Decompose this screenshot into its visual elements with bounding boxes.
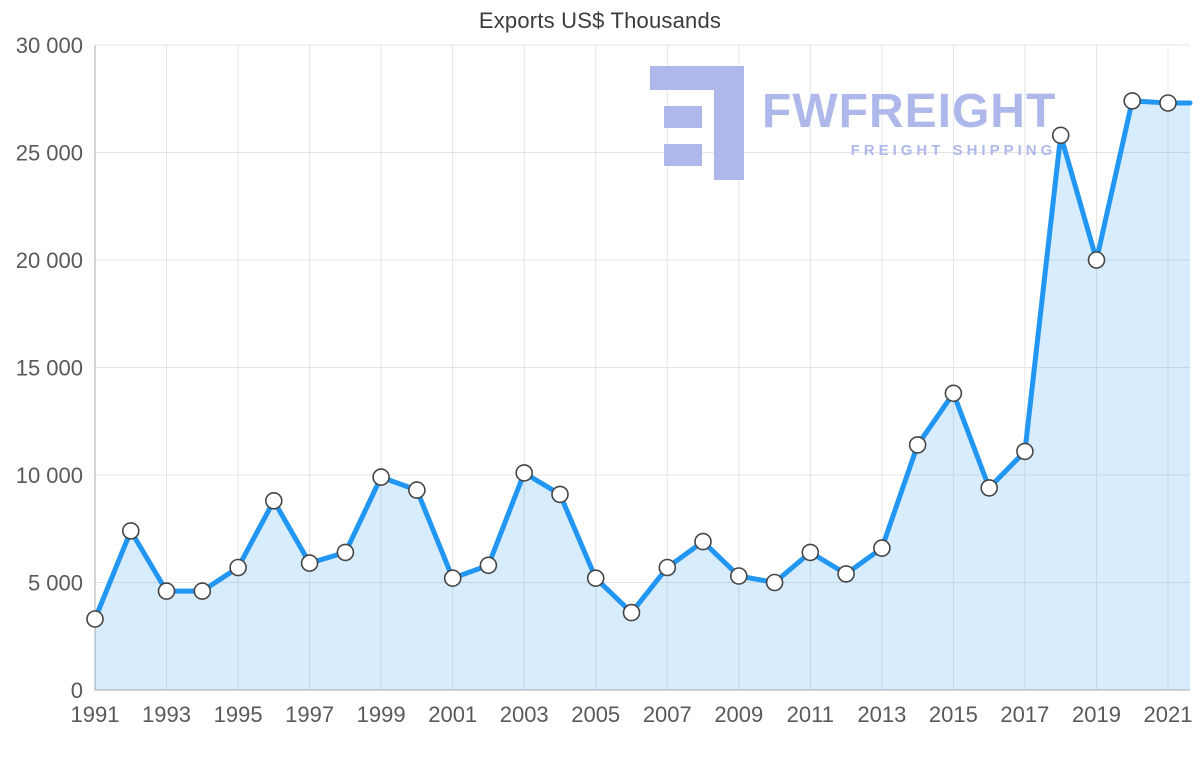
- data-point-marker: [658, 558, 677, 577]
- x-tick-label: 2015: [929, 702, 978, 727]
- x-tick-label: 1991: [71, 702, 120, 727]
- x-tick-label: 1997: [285, 702, 334, 727]
- y-tick-label: 10 000: [16, 463, 83, 488]
- data-point-marker: [1051, 126, 1070, 145]
- chart-title: Exports US$ Thousands: [478, 8, 722, 33]
- data-point-marker: [86, 610, 104, 628]
- x-tick-label: 2009: [714, 702, 763, 727]
- x-tick-label: 2005: [571, 702, 620, 727]
- data-point-marker: [300, 554, 319, 572]
- area-fill: [95, 100, 1190, 690]
- x-tick-label: 2001: [428, 702, 477, 727]
- x-tick-label: 2013: [857, 702, 906, 727]
- x-tick-label: 2007: [643, 702, 692, 727]
- y-tick-label: 15 000: [16, 356, 83, 381]
- data-point-marker: [157, 582, 176, 600]
- data-point-marker: [908, 436, 927, 454]
- data-point-marker: [193, 582, 212, 600]
- data-point-marker: [765, 573, 784, 592]
- data-point-marker: [694, 532, 712, 551]
- data-point-marker: [622, 603, 641, 622]
- data-point-marker: [551, 485, 569, 504]
- y-tick-label: 5 000: [28, 571, 83, 596]
- data-point-marker: [122, 522, 140, 540]
- data-point-marker: [1016, 442, 1034, 461]
- data-point-marker: [1123, 92, 1141, 110]
- y-tick-label: 0: [71, 678, 83, 703]
- data-point-marker: [479, 556, 498, 575]
- y-tick-label: 30 000: [16, 33, 83, 58]
- data-point-marker: [873, 539, 891, 557]
- data-point-marker: [229, 558, 247, 577]
- x-tick-label: 1995: [214, 702, 263, 727]
- data-point-marker: [408, 481, 426, 499]
- y-tick-label: 20 000: [16, 248, 83, 273]
- data-point-marker: [586, 569, 605, 588]
- data-point-marker: [443, 569, 462, 588]
- x-tick-label: 2011: [787, 702, 834, 727]
- x-tick-label: 2003: [500, 702, 549, 727]
- x-tick-label: 2021: [1144, 702, 1193, 727]
- data-point-marker: [944, 384, 963, 403]
- x-tick-label: 2019: [1072, 702, 1121, 727]
- y-tick-label: 25 000: [16, 141, 83, 166]
- data-point-marker: [515, 464, 534, 482]
- x-tick-label: 1999: [357, 702, 406, 727]
- data-point-marker: [372, 468, 390, 486]
- data-point-marker: [801, 543, 820, 562]
- data-point-marker: [837, 565, 855, 583]
- data-point-marker: [1087, 251, 1106, 269]
- data-point-marker: [980, 479, 999, 497]
- x-tick-label: 1993: [142, 702, 191, 727]
- data-point-marker: [1159, 94, 1177, 112]
- data-point-marker: [264, 491, 283, 510]
- x-tick-label: 2017: [1000, 702, 1049, 727]
- data-point-marker: [729, 567, 748, 585]
- data-point-marker: [336, 543, 355, 562]
